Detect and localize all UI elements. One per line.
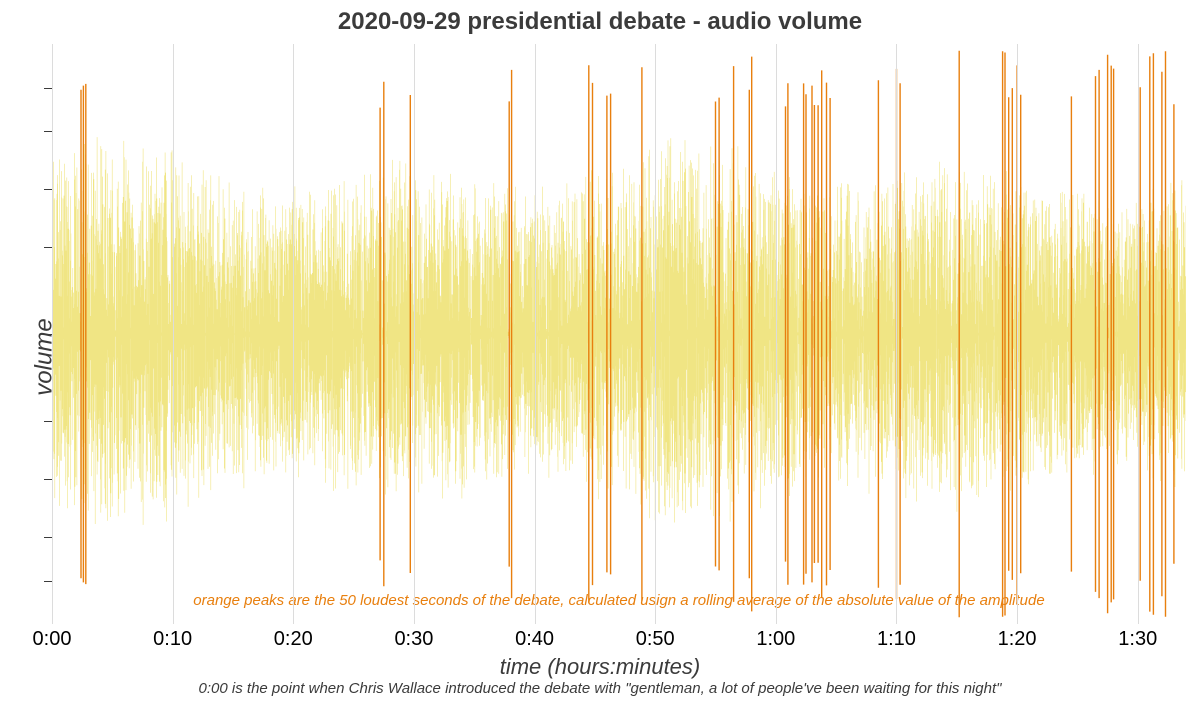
gridline-vertical [1138, 44, 1139, 624]
y-tick [44, 421, 52, 422]
x-tick-label: 1:00 [756, 628, 795, 651]
x-tick-label: 0:20 [274, 628, 313, 651]
gridline-vertical [896, 44, 897, 624]
gridline-vertical [293, 44, 294, 624]
x-tick-label: 0:00 [33, 628, 72, 651]
y-tick [44, 189, 52, 190]
chart-caption: 0:00 is the point when Chris Wallace int… [0, 680, 1200, 697]
gridline-vertical [535, 44, 536, 624]
y-tick [44, 581, 52, 582]
y-tick [44, 334, 52, 335]
orange-annotation: orange peaks are the 50 loudest seconds … [52, 592, 1186, 609]
x-axis-label: time (hours:minutes) [0, 654, 1200, 680]
audio-waveform [52, 137, 1186, 525]
x-tick-label: 0:50 [636, 628, 675, 651]
x-tick-label: 1:10 [877, 628, 916, 651]
gridline-vertical [52, 44, 53, 624]
waveform-svg [52, 44, 1186, 624]
y-tick [44, 479, 52, 480]
gridline-vertical [414, 44, 415, 624]
plot-area: orange peaks are the 50 loudest seconds … [52, 44, 1186, 624]
x-tick-label: 0:10 [153, 628, 192, 651]
x-tick-label: 1:30 [1118, 628, 1157, 651]
x-tick-label: 1:20 [998, 628, 1037, 651]
y-tick [44, 88, 52, 89]
gridline-vertical [655, 44, 656, 624]
gridline-vertical [1017, 44, 1018, 624]
gridline-vertical [776, 44, 777, 624]
y-tick [44, 131, 52, 132]
x-tick-label: 0:40 [515, 628, 554, 651]
chart-title: 2020-09-29 presidential debate - audio v… [0, 8, 1200, 36]
y-tick [44, 537, 52, 538]
y-tick [44, 247, 52, 248]
x-tick-label: 0:30 [394, 628, 433, 651]
gridline-vertical [173, 44, 174, 624]
chart-container: 2020-09-29 presidential debate - audio v… [0, 0, 1200, 714]
